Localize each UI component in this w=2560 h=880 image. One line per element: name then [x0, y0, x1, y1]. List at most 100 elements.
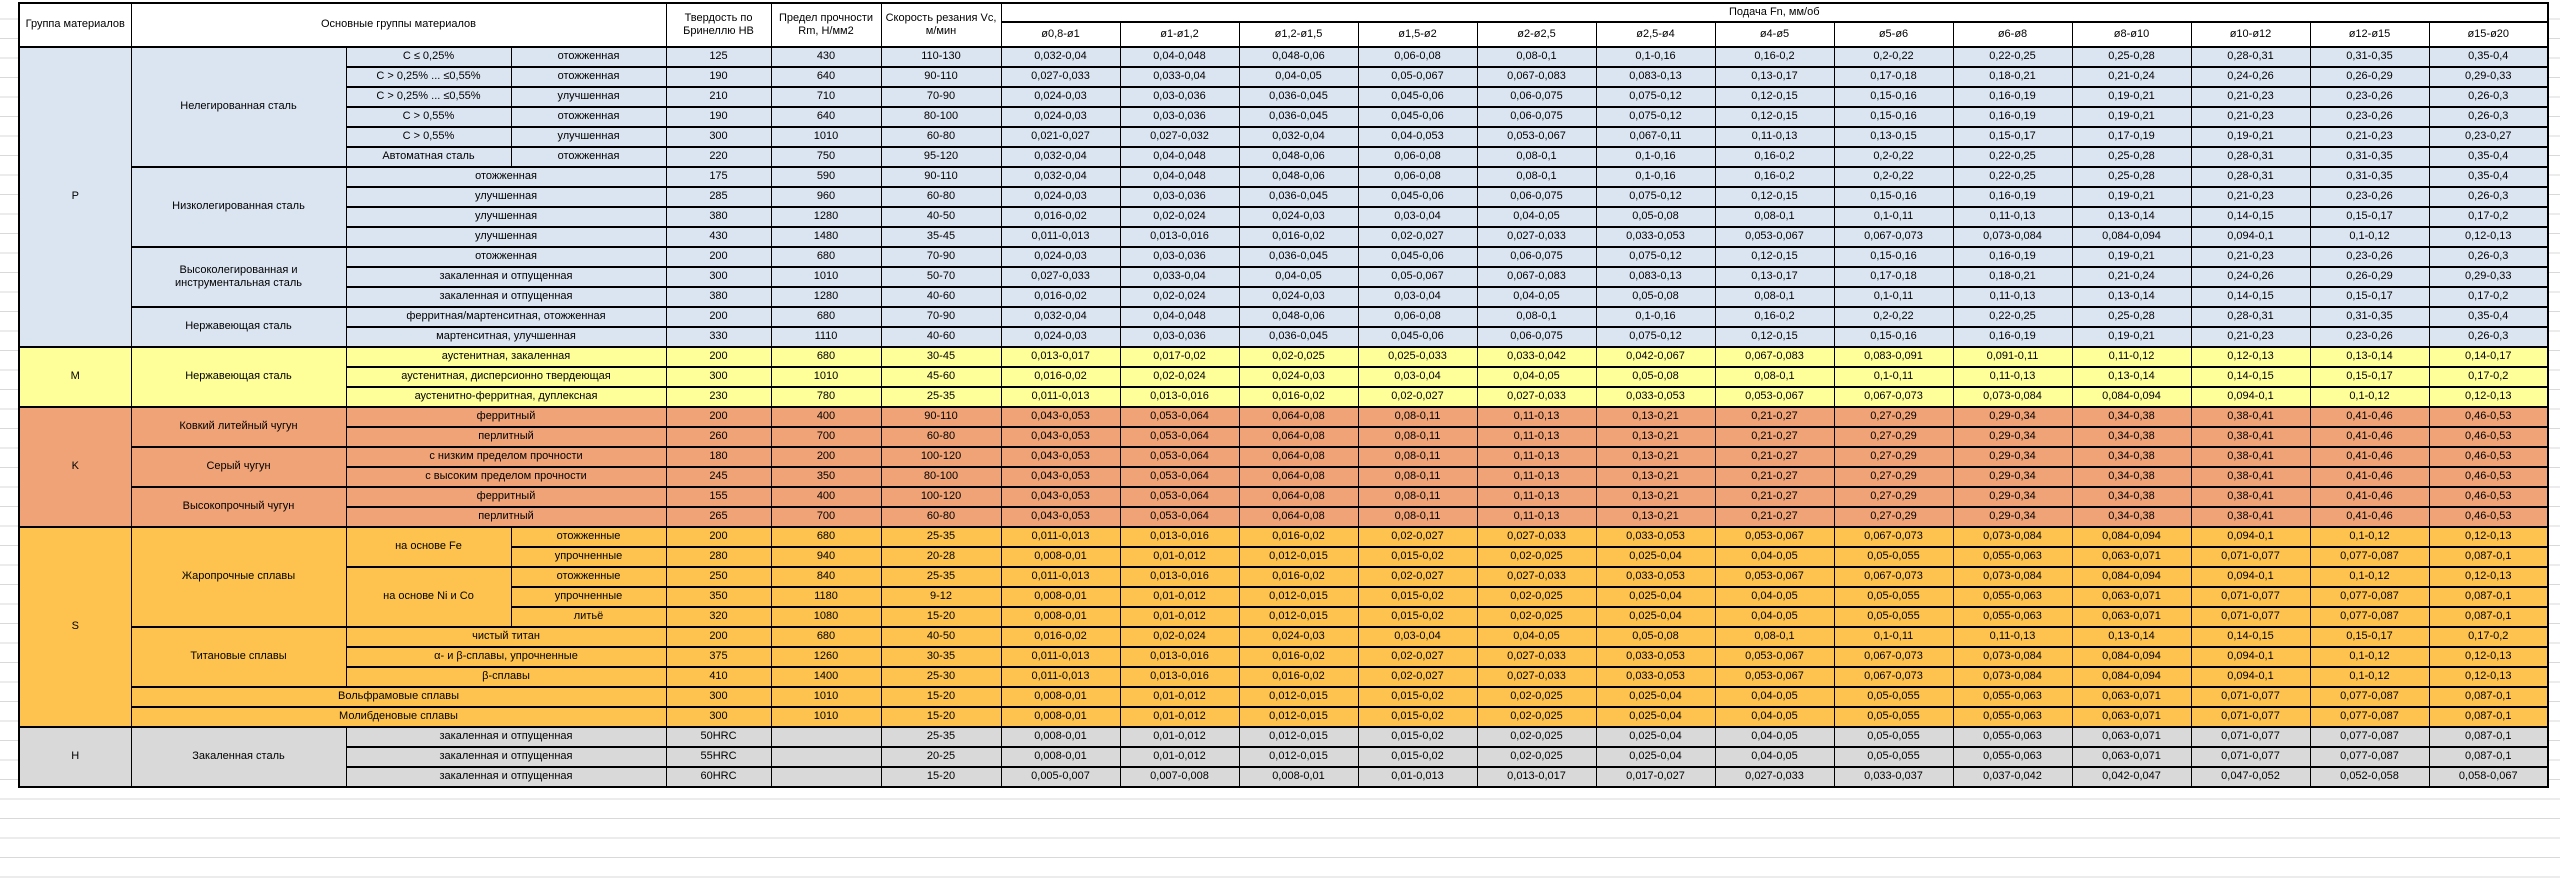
- feed-cell[interactable]: 0,34-0,38: [2071, 406, 2192, 428]
- feed-cell[interactable]: 0,12-0,15: [1714, 326, 1835, 348]
- feed-cell[interactable]: 0,05-0,055: [1833, 746, 1954, 768]
- feed-cell[interactable]: 0,38-0,41: [2190, 406, 2311, 428]
- material-cell[interactable]: Автоматная сталь: [345, 146, 512, 168]
- feed-cell[interactable]: 0,071-0,077: [2190, 706, 2311, 728]
- feed-cell[interactable]: 0,033-0,04: [1119, 266, 1240, 288]
- feed-cell[interactable]: 0,027-0,033: [1476, 526, 1597, 548]
- feed-cell[interactable]: 0,11-0,13: [1476, 466, 1597, 488]
- feed-cell[interactable]: 0,11-0,13: [1952, 206, 2073, 228]
- feed-cell[interactable]: 0,053-0,064: [1119, 406, 1240, 428]
- material-cell[interactable]: ферритная/мартенситная, отожженная: [345, 306, 667, 328]
- strength-cell[interactable]: 590: [770, 166, 882, 188]
- feed-cell[interactable]: 0,027-0,033: [1000, 66, 1121, 88]
- strength-cell[interactable]: 680: [770, 526, 882, 548]
- strength-cell[interactable]: 400: [770, 406, 882, 428]
- feed-cell[interactable]: 0,21-0,27: [1714, 466, 1835, 488]
- feed-cell[interactable]: 0,02-0,027: [1357, 646, 1478, 668]
- feed-cell[interactable]: 0,15-0,16: [1833, 326, 1954, 348]
- feed-cell[interactable]: 0,032-0,04: [1000, 146, 1121, 168]
- material-cell[interactable]: Серый чугун: [130, 446, 347, 488]
- feed-cell[interactable]: 0,008-0,01: [1000, 586, 1121, 608]
- feed-cell[interactable]: 0,084-0,094: [2071, 666, 2192, 688]
- feed-cell[interactable]: 0,13-0,14: [2071, 286, 2192, 308]
- feed-cell[interactable]: 0,021-0,027: [1000, 126, 1121, 148]
- speed-cell[interactable]: 25-35: [880, 726, 1002, 748]
- feed-cell[interactable]: 0,29-0,34: [1952, 466, 2073, 488]
- feed-cell[interactable]: 0,11-0,13: [1952, 366, 2073, 388]
- feed-cell[interactable]: 0,016-0,02: [1000, 626, 1121, 648]
- material-cell[interactable]: C > 0,25% ... ≤0,55%: [345, 66, 512, 88]
- feed-cell[interactable]: 0,024-0,03: [1000, 86, 1121, 108]
- feed-cell[interactable]: 0,025-0,04: [1595, 686, 1716, 708]
- feed-cell[interactable]: 0,01-0,012: [1119, 726, 1240, 748]
- strength-cell[interactable]: 1010: [770, 686, 882, 708]
- feed-cell[interactable]: 0,06-0,075: [1476, 326, 1597, 348]
- feed-cell[interactable]: 0,04-0,05: [1714, 746, 1835, 768]
- feed-cell[interactable]: 0,012-0,015: [1238, 586, 1359, 608]
- feed-cell[interactable]: 0,071-0,077: [2190, 606, 2311, 628]
- feed-cell[interactable]: 0,2-0,22: [1833, 46, 1954, 68]
- feed-cell[interactable]: 0,13-0,14: [2071, 206, 2192, 228]
- header-diameter-range[interactable]: ø0,8-ø1: [1000, 21, 1121, 48]
- feed-cell[interactable]: 0,13-0,21: [1595, 466, 1716, 488]
- feed-cell[interactable]: 0,08-0,11: [1357, 486, 1478, 508]
- feed-cell[interactable]: 0,05-0,08: [1595, 286, 1716, 308]
- material-cell[interactable]: Нержавеющая сталь: [130, 306, 347, 348]
- feed-cell[interactable]: 0,058-0,067: [2428, 766, 2549, 788]
- material-cell[interactable]: закаленная и отпущенная: [345, 746, 667, 768]
- hardness-cell[interactable]: 350: [665, 586, 772, 608]
- material-cell[interactable]: C > 0,55%: [345, 126, 512, 148]
- feed-cell[interactable]: 0,02-0,027: [1357, 226, 1478, 248]
- feed-cell[interactable]: 0,21-0,23: [2190, 326, 2311, 348]
- strength-cell[interactable]: 710: [770, 86, 882, 108]
- feed-cell[interactable]: 0,052-0,058: [2309, 766, 2430, 788]
- feed-cell[interactable]: 0,077-0,087: [2309, 726, 2430, 748]
- material-cell[interactable]: отожженная: [345, 166, 667, 188]
- feed-cell[interactable]: 0,01-0,012: [1119, 686, 1240, 708]
- feed-cell[interactable]: 0,027-0,033: [1476, 666, 1597, 688]
- feed-cell[interactable]: 0,05-0,067: [1357, 66, 1478, 88]
- speed-cell[interactable]: 15-20: [880, 606, 1002, 628]
- feed-cell[interactable]: 0,042-0,047: [2071, 766, 2192, 788]
- feed-cell[interactable]: 0,15-0,17: [2309, 206, 2430, 228]
- feed-cell[interactable]: 0,025-0,04: [1595, 706, 1716, 728]
- material-cell[interactable]: C > 0,25% ... ≤0,55%: [345, 86, 512, 108]
- feed-cell[interactable]: 0,064-0,08: [1238, 406, 1359, 428]
- feed-cell[interactable]: 0,23-0,26: [2309, 186, 2430, 208]
- feed-cell[interactable]: 0,033-0,053: [1595, 566, 1716, 588]
- feed-cell[interactable]: 0,13-0,21: [1595, 426, 1716, 448]
- feed-cell[interactable]: 0,036-0,045: [1238, 326, 1359, 348]
- feed-cell[interactable]: 0,21-0,24: [2071, 266, 2192, 288]
- feed-cell[interactable]: 0,19-0,21: [2071, 86, 2192, 108]
- feed-cell[interactable]: 0,077-0,087: [2309, 746, 2430, 768]
- feed-cell[interactable]: 0,05-0,055: [1833, 686, 1954, 708]
- feed-cell[interactable]: 0,032-0,04: [1000, 166, 1121, 188]
- strength-cell[interactable]: 1110: [770, 326, 882, 348]
- feed-cell[interactable]: 0,04-0,05: [1238, 266, 1359, 288]
- feed-cell[interactable]: 0,063-0,071: [2071, 706, 2192, 728]
- material-cell[interactable]: отожженные: [510, 566, 667, 588]
- feed-cell[interactable]: 0,013-0,016: [1119, 226, 1240, 248]
- strength-cell[interactable]: 1010: [770, 126, 882, 148]
- feed-cell[interactable]: 0,02-0,025: [1476, 606, 1597, 628]
- feed-cell[interactable]: 0,071-0,077: [2190, 586, 2311, 608]
- feed-cell[interactable]: 0,06-0,08: [1357, 166, 1478, 188]
- feed-cell[interactable]: 0,025-0,04: [1595, 726, 1716, 748]
- feed-cell[interactable]: 0,025-0,04: [1595, 586, 1716, 608]
- feed-cell[interactable]: 0,084-0,094: [2071, 526, 2192, 548]
- feed-cell[interactable]: 0,15-0,16: [1833, 246, 1954, 268]
- speed-cell[interactable]: 15-20: [880, 706, 1002, 728]
- feed-cell[interactable]: 0,21-0,23: [2190, 186, 2311, 208]
- feed-cell[interactable]: 0,17-0,2: [2428, 366, 2549, 388]
- material-cell[interactable]: закаленная и отпущенная: [345, 266, 667, 288]
- feed-cell[interactable]: 0,17-0,18: [1833, 66, 1954, 88]
- feed-cell[interactable]: 0,38-0,41: [2190, 466, 2311, 488]
- feed-cell[interactable]: 0,064-0,08: [1238, 426, 1359, 448]
- hardness-cell[interactable]: 200: [665, 246, 772, 268]
- feed-cell[interactable]: 0,26-0,3: [2428, 246, 2549, 268]
- feed-cell[interactable]: 0,02-0,024: [1119, 366, 1240, 388]
- feed-cell[interactable]: 0,008-0,01: [1000, 706, 1121, 728]
- feed-cell[interactable]: 0,043-0,053: [1000, 486, 1121, 508]
- feed-cell[interactable]: 0,03-0,036: [1119, 246, 1240, 268]
- feed-cell[interactable]: 0,04-0,05: [1238, 66, 1359, 88]
